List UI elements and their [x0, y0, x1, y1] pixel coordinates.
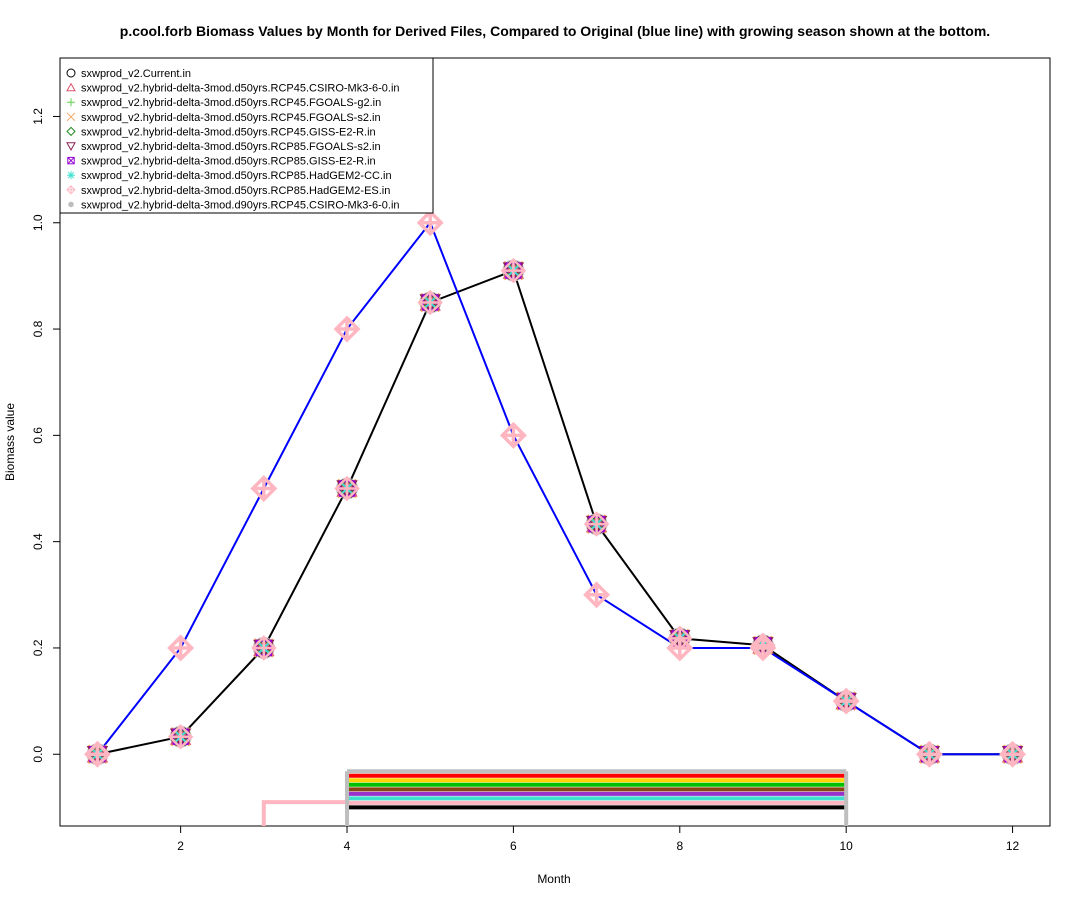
original-point-marker [585, 583, 608, 606]
original-point-marker [835, 690, 858, 713]
original-point-marker [666, 634, 694, 662]
legend-swatch [66, 68, 76, 78]
legend-swatch [66, 126, 76, 137]
original-point-marker [915, 740, 943, 768]
legend-entry: sxwprod_v2.hybrid-delta-3mod.d50yrs.RCP4… [81, 126, 376, 138]
legend-entry: sxwprod_v2.hybrid-delta-3mod.d50yrs.RCP4… [81, 83, 400, 95]
legend-box [59, 57, 434, 214]
derived-point-marker [419, 291, 442, 314]
y-tick-label: 1.2 [31, 108, 45, 125]
original-point-marker [336, 318, 359, 341]
legend-entry: sxwprod_v2.hybrid-delta-3mod.d90yrs.RCP4… [81, 199, 400, 211]
legend-entry: sxwprod_v2.hybrid-delta-3mod.d50yrs.RCP8… [81, 141, 381, 153]
original-point-marker [918, 743, 941, 766]
legend-swatch [66, 112, 76, 122]
legend-entry: sxwprod_v2.Current.in [81, 68, 191, 80]
series-markers [83, 209, 1027, 768]
x-axis: 2 4 6 8 10 12 [177, 825, 1020, 853]
original-point-marker [502, 424, 525, 447]
legend-swatch [66, 82, 76, 92]
original-point-marker [1001, 743, 1024, 766]
derived-point-marker [336, 477, 359, 500]
original-point-marker [169, 636, 192, 659]
original-point-marker [416, 209, 444, 237]
original-point-marker [252, 477, 275, 500]
y-axis-label: Biomass value [3, 403, 17, 481]
original-point-marker [583, 581, 611, 609]
original-series-line [96, 220, 1013, 756]
legend-swatch [66, 112, 76, 122]
legend-swatch [67, 98, 75, 107]
y-tick-label: 0.6 [31, 427, 45, 444]
derived-point-marker [417, 289, 443, 316]
legend-swatch [66, 68, 76, 78]
x-axis-label: Month [537, 872, 570, 886]
series-lines [96, 220, 1013, 756]
y-tick-label: 1.0 [31, 214, 45, 231]
legend-entry: sxwprod_v2.hybrid-delta-3mod.d50yrs.RCP8… [81, 170, 392, 182]
original-growing-season [261, 800, 348, 826]
legend-swatch [66, 142, 76, 152]
y-tick-label: 0.8 [31, 320, 45, 337]
legend-entry: sxwprod_v2.hybrid-delta-3mod.d50yrs.RCP8… [81, 185, 390, 197]
original-point-marker [250, 475, 278, 502]
growing-season [261, 769, 849, 826]
original-point-marker [751, 636, 774, 659]
legend-swatch [66, 126, 76, 137]
legend-swatch [68, 201, 74, 208]
legend-swatch [66, 185, 76, 195]
x-tick-label: 8 [676, 839, 683, 853]
y-tick-label: 0.0 [31, 746, 45, 763]
derived-series-line [97, 269, 1013, 756]
x-tick-label: 4 [344, 839, 351, 853]
legend-entry: sxwprod_v2.hybrid-delta-3mod.d50yrs.RCP4… [81, 97, 381, 109]
original-point-marker [419, 211, 442, 234]
legend-swatch [67, 157, 75, 165]
x-tick-label: 10 [839, 839, 853, 853]
derived-point-marker [334, 475, 360, 502]
original-point-marker [668, 636, 691, 659]
derived-point-marker [167, 723, 194, 750]
legend-swatch [67, 98, 75, 107]
legend-swatch [67, 185, 75, 194]
x-tick-label: 2 [177, 839, 184, 853]
y-tick-label: 0.2 [31, 639, 45, 656]
legend-swatch [67, 171, 75, 180]
y-axis: 0.0 0.2 0.4 0.6 0.8 1.0 1.2 [31, 108, 61, 763]
legend-swatch [67, 156, 75, 165]
legend: sxwprod_v2.Current.in sxwprod_v2.hybrid-d… [59, 57, 434, 214]
legend-swatch [67, 156, 75, 165]
x-tick-label: 12 [1006, 839, 1020, 853]
derived-point-marker [251, 635, 277, 661]
chart-title: p.cool.forb Biomass Values by Month for … [120, 23, 990, 39]
legend-entry: sxwprod_v2.hybrid-delta-3mod.d50yrs.RCP8… [81, 156, 376, 168]
y-tick-label: 0.4 [31, 533, 45, 550]
derived-point-marker [252, 636, 275, 659]
original-point-marker [83, 740, 111, 768]
original-point-marker [999, 740, 1027, 768]
legend-swatch [67, 171, 75, 180]
x-tick-label: 6 [510, 839, 517, 853]
original-point-marker [333, 315, 361, 343]
derived-point-marker [500, 257, 527, 284]
legend-swatch [68, 201, 74, 208]
derived-point-marker [169, 725, 192, 748]
original-point-marker [499, 421, 527, 449]
derived-point-marker [585, 513, 608, 536]
original-point-marker [167, 634, 195, 662]
original-point-marker [86, 743, 109, 766]
original-point-marker [832, 687, 860, 715]
original-point-marker [749, 634, 777, 662]
legend-entry: sxwprod_v2.hybrid-delta-3mod.d50yrs.RCP4… [81, 112, 381, 124]
derived-point-marker [502, 259, 525, 282]
derived-point-marker [583, 511, 610, 537]
legend-swatch [66, 142, 76, 152]
legend-swatch [66, 82, 76, 92]
